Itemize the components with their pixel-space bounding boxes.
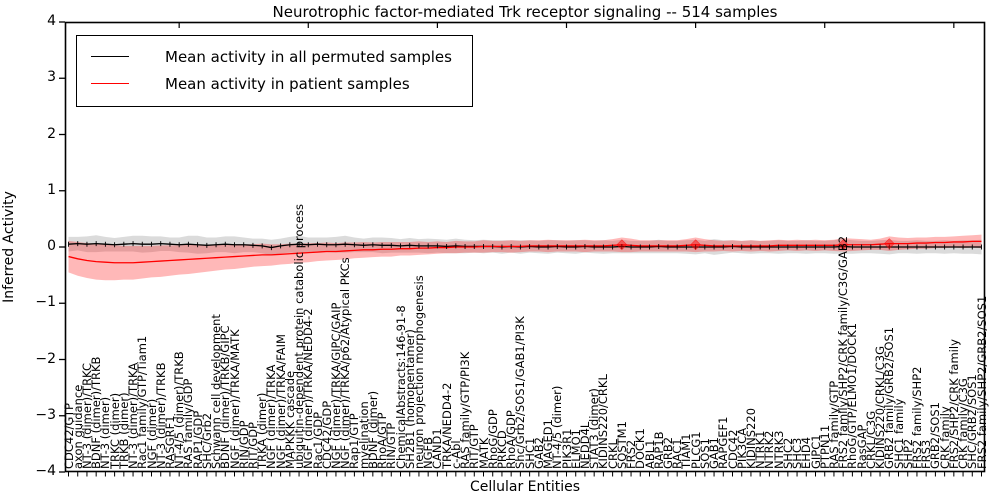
y-tick-label: 4	[47, 13, 56, 29]
y-tick-label: 1	[47, 181, 56, 198]
legend-label-permuted: Mean activity in all permuted samples	[165, 47, 452, 66]
x-category-label: FRS2 family/SHP2/GRB2/SOS1	[974, 295, 989, 469]
y-tick-label: −3	[35, 406, 56, 423]
legend-item-permuted: Mean activity in all permuted samples	[91, 43, 452, 70]
legend-box: Mean activity in all permuted samples Me…	[76, 35, 473, 107]
legend-label-patient: Mean activity in patient samples	[165, 74, 410, 93]
patient-line-swatch	[91, 83, 129, 84]
y-tick-label: 2	[47, 125, 56, 142]
permuted-line-swatch	[91, 56, 129, 57]
y-tick-label: −1	[35, 294, 56, 311]
y-tick-label: 0	[47, 238, 56, 254]
y-tick-label: −4	[35, 463, 56, 479]
x-axis-label: Cellular Entities	[469, 479, 581, 495]
y-tick-label: 3	[47, 69, 56, 86]
chart-title: Neurotrophic factor-mediated Trk recepto…	[272, 3, 778, 21]
y-axis-label: Inferred Activity	[1, 191, 17, 303]
y-tick-label: −2	[35, 350, 56, 367]
legend-item-patient: Mean activity in patient samples	[91, 70, 452, 97]
